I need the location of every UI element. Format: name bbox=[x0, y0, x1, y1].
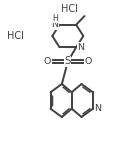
Text: O: O bbox=[44, 57, 51, 66]
Text: HCl: HCl bbox=[7, 31, 24, 41]
Text: N: N bbox=[51, 20, 58, 29]
Text: H: H bbox=[52, 14, 58, 23]
Text: S: S bbox=[65, 57, 71, 66]
Text: HCl: HCl bbox=[61, 4, 77, 14]
Text: N: N bbox=[94, 104, 101, 113]
Text: N: N bbox=[77, 43, 84, 52]
Text: O: O bbox=[84, 57, 92, 66]
